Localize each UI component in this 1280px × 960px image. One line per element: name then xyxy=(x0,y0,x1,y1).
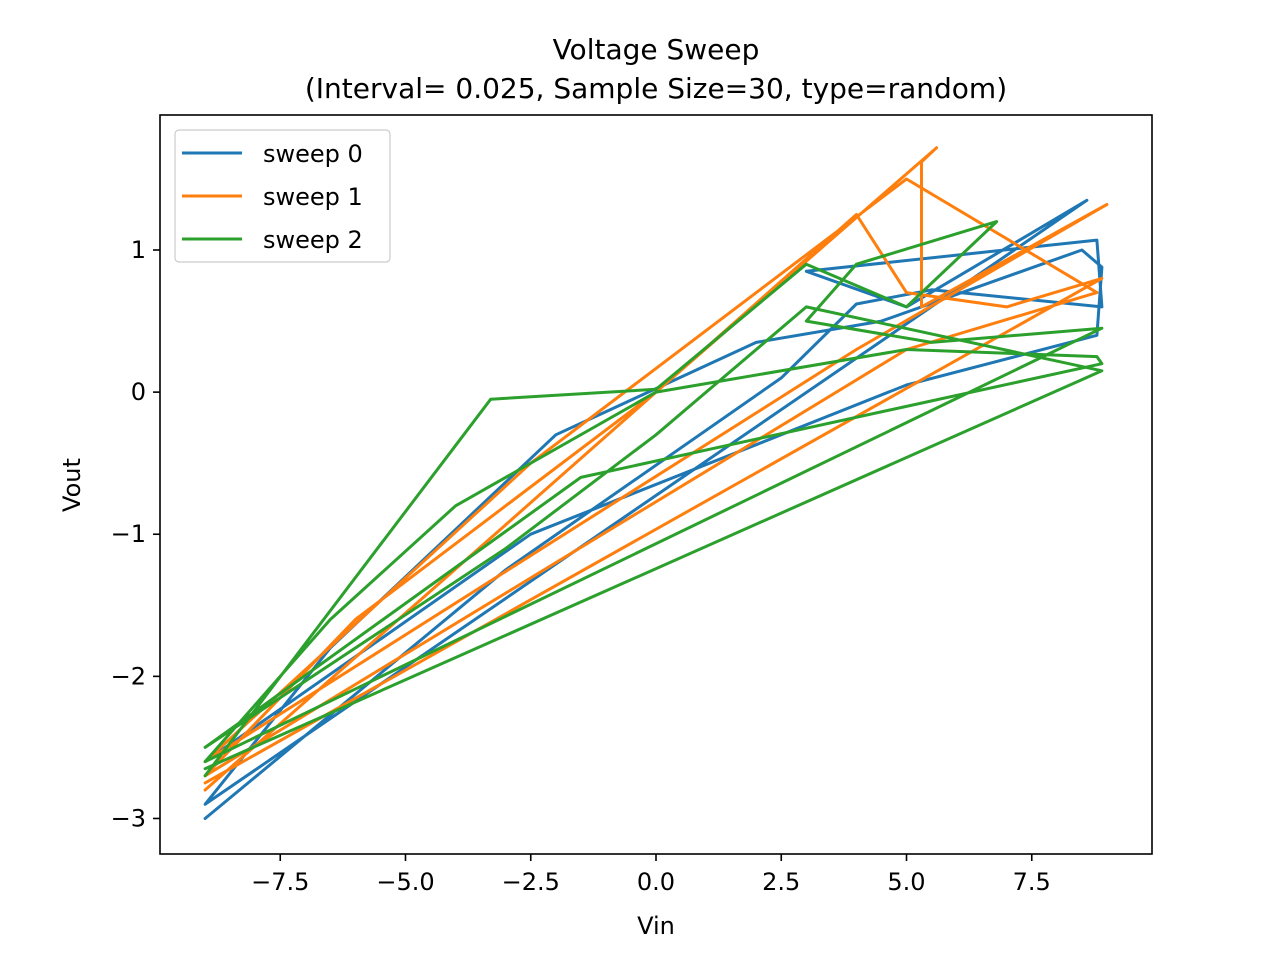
legend: sweep 0 sweep 1 sweep 2 xyxy=(174,129,391,263)
x-tick-label: −7.5 xyxy=(251,868,309,896)
x-axis: −7.5 −5.0 −2.5 0.0 2.5 5.0 7.5 xyxy=(251,854,1051,896)
series-line-sweep-2 xyxy=(203,220,1104,778)
y-axis: −3 −2 −1 0 1 xyxy=(111,236,160,832)
legend-label-sweep-0: sweep 0 xyxy=(263,140,363,168)
x-tick-label: −2.5 xyxy=(502,868,560,896)
x-tick-label: −5.0 xyxy=(376,868,434,896)
x-tick-label: 7.5 xyxy=(1013,868,1051,896)
chart-title: Voltage Sweep xyxy=(553,33,760,66)
legend-frame xyxy=(174,129,391,263)
y-tick-label: −1 xyxy=(111,520,146,548)
y-axis-label: Vout xyxy=(58,458,86,512)
y-tick-label: −2 xyxy=(111,662,146,690)
series-line-sweep-0 xyxy=(203,198,1104,820)
y-tick-label: 0 xyxy=(131,378,146,406)
x-tick-label: 0.0 xyxy=(637,868,675,896)
x-axis-label: Vin xyxy=(637,912,675,940)
legend-label-sweep-1: sweep 1 xyxy=(263,183,363,211)
chart-subtitle: (Interval= 0.025, Sample Size=30, type=r… xyxy=(305,72,1007,105)
legend-label-sweep-2: sweep 2 xyxy=(263,226,363,254)
series-line-sweep-1 xyxy=(203,146,1109,792)
y-tick-label: 1 xyxy=(131,236,146,264)
x-tick-label: 5.0 xyxy=(887,868,925,896)
series-layer xyxy=(203,146,1109,820)
x-tick-label: 2.5 xyxy=(762,868,800,896)
y-tick-label: −3 xyxy=(111,804,146,832)
